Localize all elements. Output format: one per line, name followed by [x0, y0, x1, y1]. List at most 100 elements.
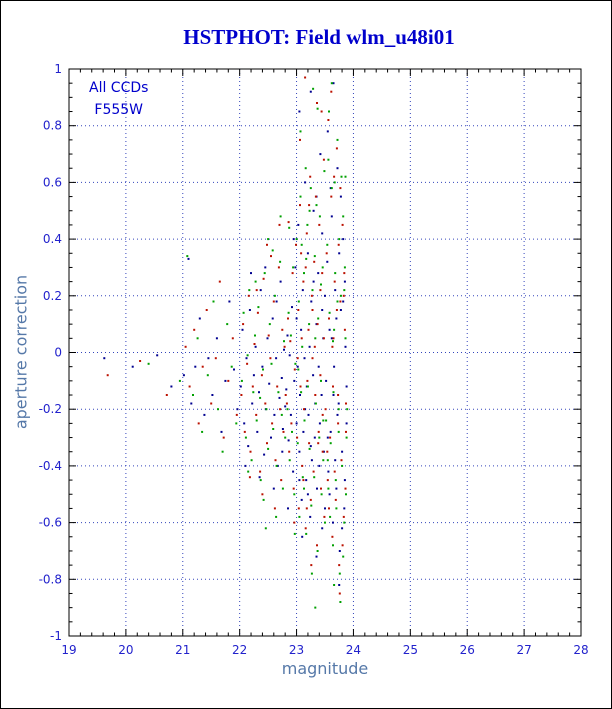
data-point	[313, 260, 316, 263]
data-point	[344, 175, 347, 178]
data-point	[233, 368, 235, 371]
data-point	[192, 394, 194, 396]
data-point	[292, 470, 295, 473]
data-point	[304, 167, 307, 170]
data-point	[341, 223, 344, 226]
data-point	[250, 272, 252, 275]
data-point	[338, 252, 341, 255]
data-point	[326, 479, 329, 482]
data-point	[336, 138, 339, 141]
data-point	[341, 450, 344, 453]
data-point	[244, 436, 247, 439]
data-point	[330, 187, 333, 190]
data-point	[287, 507, 289, 510]
data-point	[255, 289, 258, 292]
data-point	[339, 195, 342, 198]
data-point	[255, 413, 258, 416]
data-point	[280, 377, 283, 379]
data-point	[311, 357, 314, 360]
data-point	[275, 464, 278, 467]
data-point	[303, 272, 305, 275]
data-point	[333, 365, 336, 368]
data-point	[309, 187, 312, 190]
data-point	[330, 195, 333, 198]
data-point	[336, 413, 339, 416]
annotation-ccds: All CCDs	[89, 80, 149, 96]
y-tick-label: 0.2	[43, 289, 62, 303]
data-point	[288, 459, 291, 462]
data-point	[297, 368, 300, 371]
data-point	[231, 337, 234, 340]
data-point	[282, 430, 285, 433]
data-point	[343, 328, 346, 331]
data-point	[333, 280, 336, 283]
data-point	[251, 385, 254, 388]
data-point	[302, 479, 305, 482]
data-point	[333, 328, 336, 331]
data-point	[343, 507, 346, 510]
data-point	[294, 362, 297, 365]
data-point	[272, 300, 275, 303]
data-point	[260, 374, 263, 377]
data-point	[301, 464, 304, 467]
data-point	[289, 340, 292, 343]
data-point	[305, 479, 308, 482]
data-point	[310, 300, 313, 303]
data-point	[343, 521, 346, 524]
data-point	[341, 464, 344, 467]
data-point	[277, 266, 280, 269]
data-point	[326, 450, 329, 453]
data-point	[325, 379, 328, 382]
data-point	[320, 493, 323, 496]
data-point	[188, 385, 191, 388]
data-point	[311, 289, 314, 292]
data-point	[337, 430, 340, 433]
data-point	[342, 294, 345, 297]
data-point	[298, 110, 301, 113]
data-point	[321, 527, 324, 530]
data-point	[239, 385, 242, 388]
data-point	[338, 592, 341, 595]
data-point	[333, 181, 336, 184]
data-point	[329, 442, 332, 445]
x-tick-label: 26	[460, 643, 475, 657]
data-point	[332, 544, 334, 547]
y-tick-label: -0.6	[39, 516, 62, 530]
data-point	[252, 374, 255, 377]
series-ccd-chip-3	[147, 82, 349, 609]
data-point	[215, 337, 218, 340]
data-point	[236, 408, 239, 411]
data-point	[170, 385, 173, 388]
data-point	[281, 428, 284, 430]
data-point	[313, 345, 316, 348]
data-point	[251, 402, 254, 405]
data-point	[139, 360, 142, 362]
data-point	[291, 430, 293, 433]
data-point	[281, 450, 284, 453]
data-point	[338, 550, 341, 552]
data-point	[334, 459, 337, 462]
data-point	[316, 544, 318, 547]
data-point	[346, 408, 349, 411]
data-point	[305, 532, 308, 535]
data-point	[335, 317, 338, 320]
data-point	[315, 323, 318, 326]
data-point	[263, 453, 266, 456]
data-point	[342, 238, 345, 241]
data-point	[298, 450, 301, 453]
data-point	[273, 507, 276, 510]
data-point	[299, 130, 302, 133]
data-point	[222, 436, 225, 439]
data-point	[248, 476, 251, 479]
data-point	[337, 243, 340, 246]
data-point	[334, 479, 337, 482]
data-point	[342, 215, 345, 218]
data-point	[332, 340, 334, 343]
data-point	[295, 238, 298, 241]
data-point	[266, 243, 268, 246]
data-point	[335, 487, 338, 490]
data-point	[310, 572, 313, 575]
x-tick-label: 22	[232, 643, 247, 657]
